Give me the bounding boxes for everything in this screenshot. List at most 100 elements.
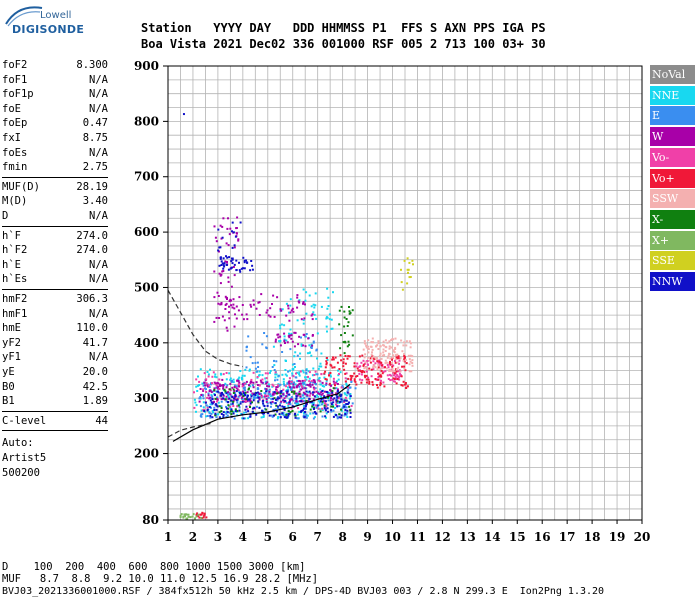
param-value: 3.40 xyxy=(82,195,108,208)
echo-point-vo xyxy=(401,384,404,387)
echo-point-w xyxy=(241,304,244,306)
echo-point-w xyxy=(219,282,222,285)
echo-point-w xyxy=(277,392,280,394)
echo-point-e xyxy=(255,396,258,399)
echo-point-nnw xyxy=(220,392,223,395)
echo-point-nne xyxy=(308,377,311,380)
echo-point-e xyxy=(262,382,265,385)
param-row-fof1p: foF1p N/A xyxy=(2,88,108,102)
echo-point-nne xyxy=(309,351,311,354)
echo-point-vo xyxy=(395,382,398,385)
echo-point-vo xyxy=(201,517,203,519)
echo-point-e xyxy=(256,361,259,364)
echo-point-vo xyxy=(211,375,214,378)
echo-point-vo xyxy=(196,512,199,515)
dashed-profile-high xyxy=(167,289,243,368)
echo-point-x xyxy=(229,399,232,402)
param-row-yf2: yF2 41.7 xyxy=(2,337,108,351)
echo-point-w xyxy=(290,398,293,401)
echo-point-nne xyxy=(318,377,321,380)
echo-point-e xyxy=(266,389,269,392)
legend-item-nne: NNE xyxy=(650,85,695,105)
echo-point-nnw xyxy=(314,412,317,415)
echo-point-ssw xyxy=(405,344,408,347)
x-tick-label: 5 xyxy=(264,530,272,544)
echo-point-x xyxy=(311,405,314,408)
echo-point-e xyxy=(245,366,248,369)
echo-point-x xyxy=(336,400,339,403)
echo-point-e xyxy=(199,405,202,408)
echo-point-ssw xyxy=(370,353,373,356)
echo-point-e xyxy=(315,406,318,409)
echo-point-vo xyxy=(377,372,380,375)
echo-point-w xyxy=(288,382,291,385)
echo-point-vo xyxy=(228,388,231,391)
echo-point-vo xyxy=(397,370,400,373)
echo-point-w xyxy=(337,397,340,400)
echo-point-nne xyxy=(310,343,313,346)
echo-point-ssw xyxy=(388,368,391,371)
echo-point-nne xyxy=(336,402,338,404)
echo-point-ssw xyxy=(389,369,392,372)
param-row-hf: h`F 274.0 xyxy=(2,230,108,244)
echo-point-nnw xyxy=(261,400,264,402)
echo-point-nne xyxy=(197,375,199,378)
echo-point-w xyxy=(308,384,311,387)
echo-point-nne xyxy=(300,343,303,346)
echo-point-vo xyxy=(292,375,295,378)
param-row-hf2: h`F2 274.0 xyxy=(2,244,108,258)
echo-point-e xyxy=(226,407,229,410)
echo-point-x xyxy=(347,321,350,324)
echo-point-nne xyxy=(282,383,285,385)
echo-point-w xyxy=(220,303,223,306)
echo-point-nne xyxy=(301,397,304,400)
echo-point-ssw xyxy=(377,342,380,344)
echo-point-w xyxy=(235,232,238,235)
echo-point-e xyxy=(347,388,350,391)
echo-point-vo xyxy=(378,375,381,377)
echo-point-e xyxy=(291,374,294,377)
echo-point-x xyxy=(186,517,189,520)
echo-point-x xyxy=(279,392,282,395)
echo-point-vo xyxy=(199,513,202,516)
echo-point-w xyxy=(302,391,305,394)
echo-point-nne xyxy=(286,382,289,385)
echo-point-nne xyxy=(284,415,287,418)
echo-point-nnw xyxy=(233,397,235,400)
echo-point-vo xyxy=(397,356,399,359)
echo-point-ssw xyxy=(397,366,400,369)
echo-point-vo xyxy=(395,370,398,373)
echo-point-e xyxy=(292,399,295,402)
echo-point-nnw xyxy=(303,416,306,419)
param-name: yF1 xyxy=(2,351,21,364)
echo-point-nne xyxy=(212,411,215,414)
echo-point-w xyxy=(236,398,239,401)
echo-point-nne xyxy=(321,409,324,411)
echo-point-nne xyxy=(242,398,245,401)
echo-point-x xyxy=(229,410,232,413)
echo-point-vo xyxy=(344,380,347,383)
echo-point-vo xyxy=(301,385,304,388)
echo-point-w xyxy=(287,304,290,307)
echo-point-w xyxy=(329,389,332,391)
echo-point-w xyxy=(245,380,248,383)
echo-point-vo xyxy=(342,361,345,364)
echo-point-ssw xyxy=(371,357,374,360)
echo-point-nnw xyxy=(226,401,229,404)
echo-point-e xyxy=(213,406,216,409)
echo-point-vo xyxy=(387,378,390,380)
echo-point-nnw xyxy=(234,410,237,412)
echo-point-w xyxy=(266,385,269,388)
param-separator xyxy=(2,410,108,412)
echo-point-w xyxy=(224,295,227,298)
echo-point-w xyxy=(227,244,230,247)
echo-point-nne xyxy=(219,417,222,420)
echo-point-w xyxy=(297,300,300,303)
echo-point-nne xyxy=(337,378,340,381)
param-name: foE xyxy=(2,102,21,115)
echo-point-nne xyxy=(330,318,333,321)
echo-point-vo xyxy=(295,372,297,375)
echo-point-vo xyxy=(390,368,393,371)
param-row-hmf1: hmF1 N/A xyxy=(2,308,108,322)
echo-point-w xyxy=(306,383,309,386)
